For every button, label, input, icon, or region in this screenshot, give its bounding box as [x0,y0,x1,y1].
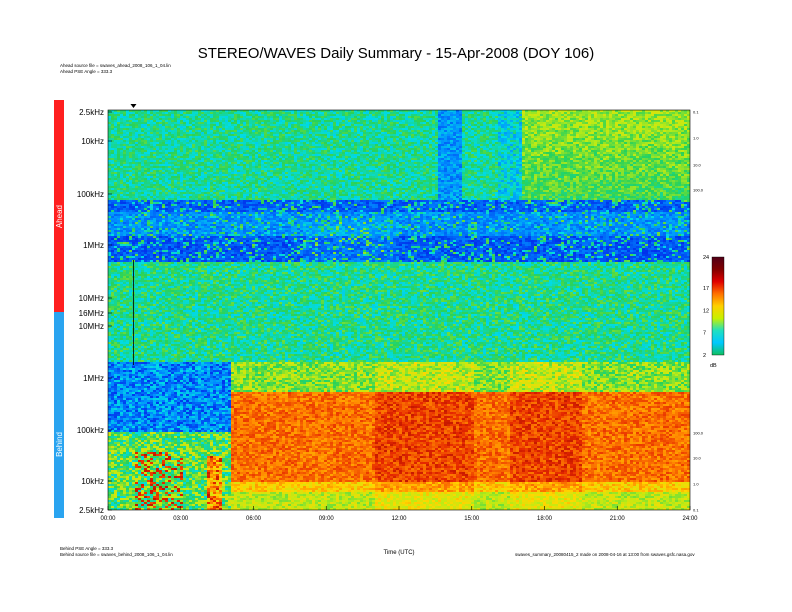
x-tick-label: 06:00 [246,516,262,522]
x-tick-label: 12:00 [391,516,407,522]
colorbar-unit-label: dB [710,363,717,369]
behind-right-tick-label: 10.0 [693,456,702,461]
page-title: STEREO/WAVES Daily Summary - 15-Apr-2008… [0,45,792,62]
x-axis-label: Time (UTC) [383,550,414,556]
behind-panel-label: Behind [55,432,64,457]
behind-pse-angle: Behind PSE Angle = 333.3 [60,546,113,551]
ahead-pse-angle: Ahead PSE Angle = 333.3 [60,69,112,74]
behind-source-file: Behind source file = swaves_behind_2008_… [60,552,173,557]
behind-y-tick-label: 10MHz [79,322,104,331]
ahead-panel-bar [54,100,64,312]
x-tick-label: 15:00 [464,516,480,522]
x-tick-label: 03:00 [173,516,189,522]
ahead-y-tick-label: 100kHz [77,190,104,199]
time-marker-triangle [130,104,137,108]
x-tick-label: 09:00 [319,516,335,522]
spectrogram-image [108,110,690,510]
ahead-y-tick-label: 10kHz [81,137,104,146]
x-tick-label: 18:00 [537,516,553,522]
behind-y-tick-label: 1MHz [83,374,104,383]
behind-y-tick-label: 100kHz [77,426,104,435]
x-tick-label: 00:00 [100,516,116,522]
x-tick-label: 21:00 [610,516,626,522]
colorbar-tick-label: 2 [703,353,706,359]
colorbar-tick-label: 7 [703,331,706,337]
behind-y-tick-label: 2.5kHz [79,506,104,515]
footer-provenance: swaves_summary_20080415_2 made on 2008-0… [515,552,695,557]
ahead-source-file: Ahead source file = swaves_ahead_2008_10… [60,63,171,68]
behind-y-tick-label: 10kHz [81,477,104,486]
x-tick-label: 24:00 [682,516,698,522]
ahead-y-tick-label: 1MHz [83,241,104,250]
colorbar-tick-label: 17 [703,286,709,292]
ahead-panel-label: Ahead [55,205,64,228]
ahead-right-tick-label: 100.0 [693,188,704,193]
ahead-right-tick-label: 10.0 [693,163,702,168]
behind-right-tick-label: 1.0 [693,482,699,487]
ahead-y-tick-label: 2.5kHz [79,108,104,117]
ahead-right-tick-label: 0.1 [693,110,699,115]
behind-right-tick-label: 0.1 [693,508,699,513]
colorbar [711,256,725,356]
ahead-right-tick-label: 1.0 [693,136,699,141]
ahead-y-tick-label: 10MHz [79,294,104,303]
colorbar-tick-label: 12 [703,308,709,314]
colorbar-tick-label: 24 [703,255,709,261]
behind-panel-bar [54,312,64,518]
behind-right-tick-label: 100.0 [693,431,704,436]
ahead-y-tick-label: 16MHz [79,309,104,318]
